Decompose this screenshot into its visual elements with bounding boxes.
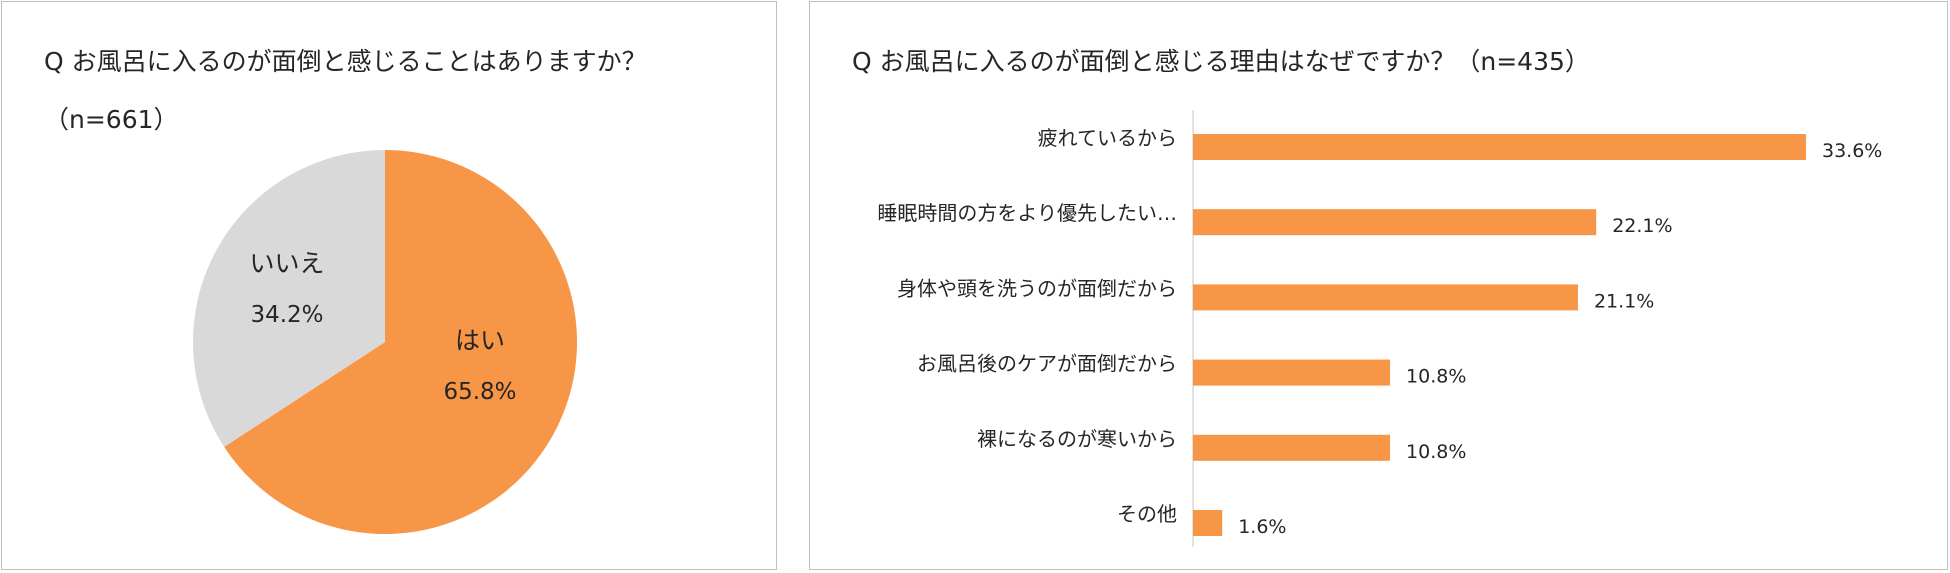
bar — [1193, 359, 1391, 386]
pie-chart-sample-size: （n=661） — [44, 105, 179, 134]
bar-value-label: 10.8% — [1406, 366, 1466, 388]
category-label: 裸になるのが寒いから — [977, 427, 1177, 451]
bar-value-label: 33.6% — [1822, 140, 1882, 162]
category-label: お風呂後のケアが面倒だから — [917, 352, 1177, 376]
category-label: その他 — [1117, 502, 1177, 526]
bar — [1193, 134, 1806, 160]
bar-chart-panel: Q お風呂に入るのが面倒と感じる理由はなぜですか？（n=435） 疲れているから… — [809, 1, 1948, 570]
bar-value-label: 1.6% — [1238, 516, 1286, 538]
category-label: 身体や頭を洗うのが面倒だから — [897, 276, 1177, 300]
bar-value-label: 22.1% — [1612, 215, 1672, 237]
bar-chart: 疲れているから 33.6% 睡眠時間の方をより優先したい… 22.1% 身体や頭を洗うの… — [877, 110, 1882, 547]
pie-chart-panel: Q お風呂に入るのが面倒と感じることはありますか？ （n=661） はい 65.8… — [1, 1, 777, 570]
pie-slice-label: いいえ — [249, 249, 324, 278]
bar — [1193, 209, 1597, 236]
bar-value-label: 21.1% — [1594, 290, 1654, 312]
pie-slice-label: はい — [455, 326, 505, 355]
pie-chart-title: Q お風呂に入るのが面倒と感じることはありますか？ — [44, 47, 647, 76]
pie-slice — [192, 150, 385, 447]
bar-value-label: 10.8% — [1406, 441, 1466, 463]
pie-slice — [224, 150, 577, 534]
bar — [1193, 510, 1223, 536]
category-label: 睡眠時間の方をより優先したい… — [877, 201, 1177, 225]
pie-slice-value-label: 65.8% — [443, 379, 516, 405]
bar-chart-title: Q お風呂に入るのが面倒と感じる理由はなぜですか？（n=435） — [852, 47, 1590, 76]
bar — [1193, 284, 1578, 311]
pie-chart: はい 65.8% いいえ 34.2% — [192, 150, 577, 534]
category-label: 疲れているから — [1038, 126, 1177, 150]
pie-slice-value-label: 34.2% — [250, 302, 323, 328]
bar — [1193, 434, 1391, 461]
